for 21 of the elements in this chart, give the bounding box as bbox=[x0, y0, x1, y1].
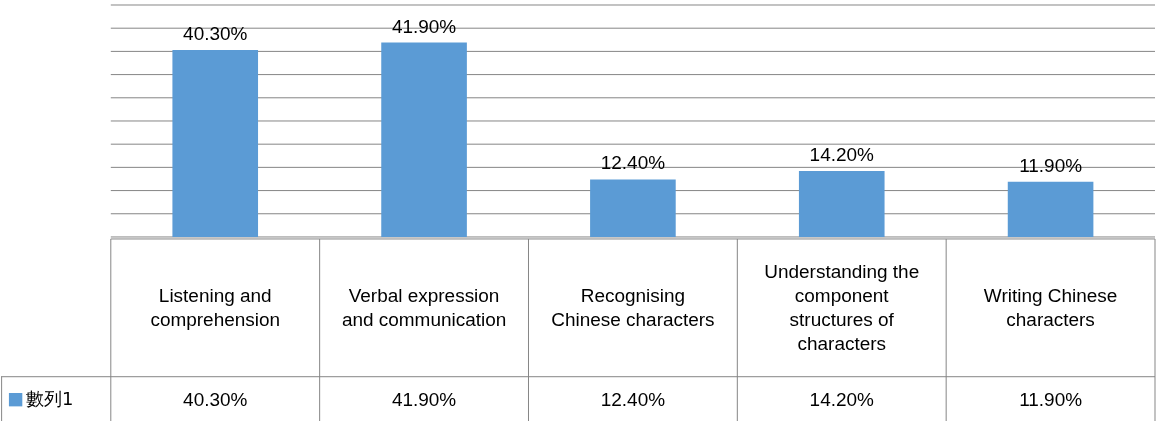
bar bbox=[172, 50, 259, 237]
x-tick-label: Understanding the component structures of characters bbox=[764, 260, 920, 354]
bar bbox=[798, 171, 885, 237]
data-label: 41.90% bbox=[391, 388, 457, 410]
text: 12.40% bbox=[600, 152, 666, 174]
bar bbox=[381, 42, 467, 237]
bar bbox=[590, 179, 676, 237]
x-tick-label: Verbal expression and communication bbox=[341, 284, 507, 330]
data-label: 40.30% bbox=[183, 388, 248, 410]
x-tick-label: Listening and comprehension bbox=[150, 284, 281, 330]
data-label: 12.40% bbox=[600, 388, 666, 410]
text: 11.90% bbox=[1019, 154, 1083, 176]
data-label: 14.20% bbox=[809, 388, 875, 410]
data-label: 11.90% bbox=[1019, 388, 1083, 410]
legend-label: 數列1 bbox=[26, 387, 74, 409]
bar bbox=[1007, 181, 1094, 237]
text: 40.30% bbox=[183, 23, 248, 45]
text: 14.20% bbox=[809, 144, 874, 166]
x-tick-label: Recognising Chinese characters bbox=[551, 284, 715, 330]
x-tick-label: Writing Chinese characters bbox=[983, 284, 1118, 330]
text: 41.90% bbox=[391, 15, 457, 37]
